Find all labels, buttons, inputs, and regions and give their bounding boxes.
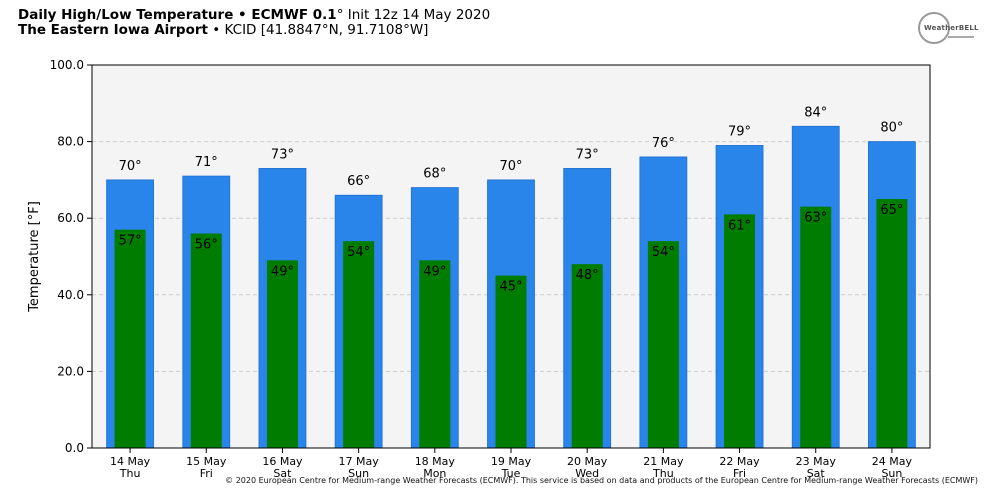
y-tick-label: 0.0 <box>65 441 84 455</box>
x-tick-label-date: 14 May <box>110 455 151 468</box>
y-tick-label: 40.0 <box>57 288 84 302</box>
title-init: Init 12z 14 May 2020 <box>343 7 491 23</box>
logo-underline <box>948 36 974 38</box>
x-tick-label-date: 24 May <box>872 455 913 468</box>
high-temp-label: 68° <box>423 167 446 182</box>
low-temp-bar <box>419 260 451 448</box>
x-tick-label-day: Sun <box>348 467 369 480</box>
x-tick-label-date: 23 May <box>796 455 837 468</box>
x-tick-label-date: 17 May <box>339 455 380 468</box>
title-degree: ° <box>336 7 344 23</box>
x-tick-label-day: Wed <box>575 467 599 480</box>
low-temp-bar <box>266 260 298 448</box>
low-temp-bar <box>724 214 756 448</box>
x-tick-label-date: 18 May <box>415 455 456 468</box>
x-tick-label-day: Tue <box>501 467 521 480</box>
low-temp-bar <box>495 275 527 448</box>
high-temp-label: 70° <box>499 159 522 174</box>
y-tick-label: 20.0 <box>57 364 84 378</box>
x-tick-label-day: Sun <box>881 467 902 480</box>
x-tick-label-date: 16 May <box>262 455 303 468</box>
x-tick-label-day: Fri <box>733 467 746 480</box>
high-temp-label: 66° <box>347 174 370 189</box>
plot-frame <box>91 64 931 449</box>
chart-title-line2: The Eastern Iowa Airport • KCID [41.8847… <box>18 23 428 38</box>
low-temp-label: 49° <box>271 264 294 279</box>
station-coords: • KCID [41.8847°N, 91.7108°W] <box>207 22 429 38</box>
x-tick-label-date: 22 May <box>719 455 760 468</box>
high-temp-label: 76° <box>652 136 675 151</box>
low-temp-bar <box>876 199 908 448</box>
high-temp-label: 80° <box>880 121 903 136</box>
high-temp-label: 84° <box>804 105 827 120</box>
low-temp-label: 45° <box>499 280 522 295</box>
low-temp-bar <box>343 241 375 448</box>
low-temp-label: 54° <box>347 245 370 260</box>
copyright-footer: © 2020 European Centre for Medium-range … <box>225 476 978 485</box>
x-tick-label-day: Sat <box>807 467 826 480</box>
x-tick-label-day: Sat <box>273 467 292 480</box>
low-temp-bar <box>114 229 146 448</box>
high-temp-label: 73° <box>576 147 599 162</box>
low-temp-label: 63° <box>804 211 827 226</box>
low-temp-label: 54° <box>652 245 675 260</box>
logo-text: WeatherBELL <box>924 24 979 32</box>
logo-ring <box>918 12 950 44</box>
x-tick-label-day: Fri <box>200 467 213 480</box>
y-tick-label: 100.0 <box>50 58 84 72</box>
x-tick-label-date: 21 May <box>643 455 684 468</box>
weatherbell-logo-icon: WeatherBELL <box>918 12 980 46</box>
low-temp-bar <box>647 241 679 448</box>
y-axis-label: Temperature [°F] <box>27 201 42 313</box>
chart-title-line1: Daily High/Low Temperature • ECMWF 0.1° … <box>18 8 490 23</box>
x-tick-label-date: 15 May <box>186 455 227 468</box>
x-tick-label-date: 20 May <box>567 455 608 468</box>
low-temp-label: 49° <box>423 264 446 279</box>
low-temp-label: 57° <box>119 234 142 249</box>
x-tick-label-day: Thu <box>652 467 674 480</box>
high-temp-label: 79° <box>728 124 751 139</box>
station-name: The Eastern Iowa Airport <box>18 22 208 38</box>
y-tick-label: 80.0 <box>57 135 84 149</box>
low-temp-bar <box>571 264 603 448</box>
x-tick-label-day: Thu <box>119 467 141 480</box>
y-tick-label: 60.0 <box>57 211 84 225</box>
high-temp-label: 73° <box>271 147 294 162</box>
low-temp-bar <box>190 233 222 448</box>
x-tick-label-day: Mon <box>423 467 446 480</box>
high-temp-label: 70° <box>119 159 142 174</box>
high-temp-label: 71° <box>195 155 218 170</box>
low-temp-label: 56° <box>195 238 218 253</box>
low-temp-label: 48° <box>576 268 599 283</box>
low-temp-bar <box>800 206 832 448</box>
low-temp-label: 61° <box>728 218 751 233</box>
low-temp-label: 65° <box>880 203 903 218</box>
x-tick-label-date: 19 May <box>491 455 532 468</box>
title-bold: Daily High/Low Temperature • ECMWF 0.1 <box>18 7 337 23</box>
